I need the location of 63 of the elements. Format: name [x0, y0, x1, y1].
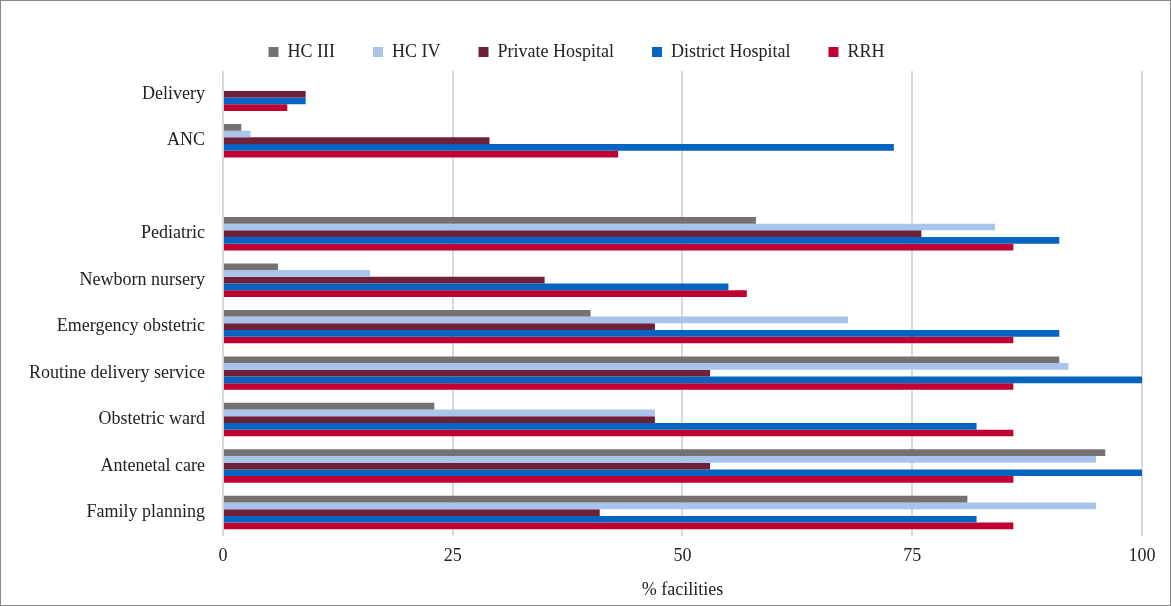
- y-tick-label: Pediatric: [140, 222, 205, 243]
- x-tick-label: 100: [1128, 545, 1156, 566]
- bar: [223, 216, 756, 224]
- legend-label: HC IV: [392, 40, 441, 61]
- x-axis-title: % facilities: [641, 578, 724, 599]
- y-tick-label: Delivery: [141, 82, 205, 103]
- bar: [223, 104, 288, 111]
- bar: [223, 150, 619, 158]
- bar: [223, 376, 1142, 384]
- bar: [223, 237, 1060, 244]
- bar: [223, 369, 711, 377]
- bar: [223, 409, 655, 417]
- bar: [223, 270, 370, 277]
- bar: [223, 290, 747, 297]
- y-tick-label: Newborn nursery: [79, 268, 205, 289]
- bar: [223, 263, 279, 271]
- y-tick-label: ANC: [166, 129, 205, 150]
- bar: [223, 502, 1097, 510]
- bar: [223, 449, 1106, 457]
- bar: [223, 522, 1014, 530]
- bar: [223, 316, 848, 324]
- bar: [223, 509, 600, 516]
- y-tick-label: Obstetric ward: [98, 408, 205, 429]
- bar: [223, 223, 995, 231]
- bar: [223, 230, 922, 238]
- bar: [223, 383, 1014, 390]
- x-tick-label: 25: [443, 545, 462, 566]
- y-tick-label: Emergency obstetric: [56, 315, 205, 336]
- legend-label: RRH: [847, 40, 885, 61]
- bar: [223, 462, 711, 470]
- bar: [223, 329, 1060, 337]
- bar: [223, 495, 968, 503]
- bar: [223, 336, 1014, 344]
- bar: [223, 323, 655, 330]
- y-tick-label: Family planning: [86, 501, 205, 522]
- bar: [223, 429, 1014, 437]
- bar: [223, 416, 655, 423]
- bar: [223, 469, 1142, 477]
- bar: [223, 515, 977, 523]
- x-tick-label: 75: [903, 545, 922, 566]
- bar: [223, 283, 729, 291]
- x-tick-label: 0: [218, 545, 228, 566]
- bar: [223, 422, 977, 430]
- bar: [223, 90, 306, 98]
- bar: [223, 130, 251, 138]
- legend-label: District Hospital: [670, 40, 791, 61]
- bar: [223, 476, 1014, 483]
- bar: [223, 144, 894, 151]
- bar: [223, 97, 306, 105]
- legend-label: Private Hospital: [497, 40, 614, 61]
- bar: [223, 402, 435, 410]
- bar: [223, 123, 242, 131]
- bar: [223, 356, 1060, 364]
- bar: [223, 363, 1069, 370]
- bar: [223, 243, 1014, 251]
- x-tick-label: 50: [673, 545, 692, 566]
- bar: [223, 137, 490, 145]
- bar: [223, 456, 1097, 463]
- legend-label: HC III: [287, 40, 336, 61]
- y-tick-label: Antenetal care: [100, 454, 205, 475]
- bar: [223, 276, 545, 284]
- y-tick-label: Routine delivery service: [28, 361, 205, 382]
- bar: [223, 309, 591, 317]
